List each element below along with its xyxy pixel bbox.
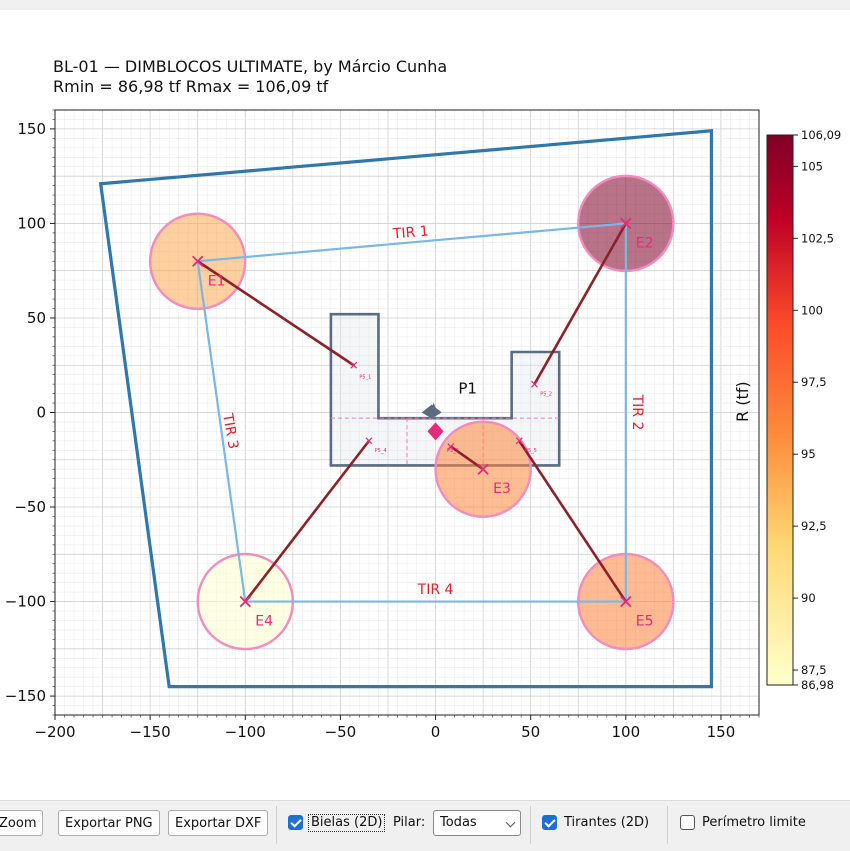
- x-tick-label: 150: [707, 723, 736, 741]
- pile-center-marker: [620, 217, 632, 230]
- pillar-center-marker-tip: [429, 402, 438, 415]
- pile-center-marker: [239, 595, 251, 608]
- x-tick-label: 100: [611, 723, 640, 741]
- strut-node-marker: [447, 443, 455, 450]
- toolbar: Zoom Exportar PNG Exportar DXF Bielas (2…: [0, 800, 850, 851]
- pilar-select-value: Todas: [440, 815, 477, 830]
- grid: [55, 110, 759, 715]
- tie-label: TIR 4: [417, 582, 454, 598]
- strut-node-label: P5_5: [525, 448, 537, 454]
- pile-label: E4: [255, 614, 273, 630]
- toolbar-separator: [667, 806, 668, 844]
- axis-ticks: −200 −150 −100 −50 0 50 100 150 −150 −100 −50 0 50 10…: [5, 109, 760, 741]
- pile-label: E2: [636, 235, 654, 251]
- strut-node-label: P5_2: [540, 391, 552, 397]
- colorbar-tick-label: 86,98: [801, 678, 834, 692]
- x-tick-label: 0: [431, 723, 441, 741]
- tie-line: [197, 222, 626, 263]
- chart-title-line2: Rmin = 86,98 tf Rmax = 106,09 tf: [53, 77, 329, 96]
- tirantes-checkbox[interactable]: [542, 815, 557, 830]
- x-tick-label: −200: [34, 723, 75, 741]
- toolbar-separator: [530, 806, 531, 844]
- perimetro-label[interactable]: Perímetro limite: [702, 815, 806, 830]
- colorbar-tick-label: 102,5: [801, 231, 834, 245]
- strut-node-marker: [365, 437, 373, 445]
- strut-line: [450, 445, 484, 471]
- bielas-label[interactable]: Bielas (2D): [308, 814, 386, 832]
- tie-line: [196, 261, 247, 602]
- pile-center-marker: [477, 463, 489, 475]
- y-tick-label: −50: [14, 498, 46, 516]
- colorbar-tick-label: 97,5: [801, 375, 827, 389]
- y-tick-label: 150: [17, 120, 46, 138]
- pillar-label: P1: [458, 380, 477, 398]
- tie-label: TIR 3: [219, 411, 241, 450]
- tie-label: TIR 1: [391, 223, 429, 242]
- strut-node-label: P5_3: [447, 448, 459, 454]
- resultant-marker: [427, 422, 444, 441]
- plot-area: TIR 1 TIR 2 TIR 3 TIR 4 P5_1 P5_2 P5_4 P5_3 P5_5…: [98, 129, 714, 689]
- tirantes-label[interactable]: Tirantes (2D): [564, 815, 650, 830]
- strut-node-marker: [515, 437, 523, 445]
- perimetro-checkbox[interactable]: [680, 815, 695, 830]
- pile-label: E3: [493, 481, 511, 497]
- colorbar-tick-label: 87,5: [801, 663, 827, 677]
- strut-line: [196, 260, 355, 367]
- pile-center-marker: [620, 595, 632, 608]
- colorbar-tick-label: 92,5: [801, 519, 827, 533]
- block-outline: [98, 129, 714, 689]
- y-tick-label: 50: [27, 309, 46, 327]
- export-dxf-button[interactable]: Exportar DXF: [168, 810, 269, 836]
- colorbar-tick-label: 95: [801, 447, 816, 461]
- strut-node-label: P5_1: [359, 374, 371, 380]
- zoom-button[interactable]: Zoom: [0, 810, 44, 836]
- colorbar-tick-label: 90: [801, 591, 816, 605]
- export-png-button[interactable]: Exportar PNG: [58, 810, 160, 836]
- chart-title-line1: BL-01 — DIMBLOCOS ULTIMATE, by Márcio Cu…: [53, 57, 448, 76]
- colorbar-label: R (tf): [733, 381, 752, 422]
- strut-node-marker: [350, 361, 358, 369]
- strut-line: [244, 440, 370, 603]
- chart-canvas: TIR 1 TIR 2 TIR 3 TIR 4 P5_1 P5_2 P5_4 P5_3 P5_5…: [5, 109, 841, 741]
- strut-node-label: P5_4: [375, 448, 387, 454]
- pilar-label: Pilar:: [393, 815, 426, 830]
- pilar-select[interactable]: Todas: [433, 810, 521, 836]
- chevron-down-icon: [505, 817, 516, 828]
- tie-label: TIR 2: [629, 394, 645, 431]
- colorbar-tick-label: 100: [801, 303, 823, 317]
- pile-center-marker: [192, 255, 204, 267]
- pile-label: E1: [208, 273, 226, 289]
- y-tick-label: 0: [36, 404, 46, 422]
- strut-node-marker: [531, 380, 538, 388]
- y-tick-label: −150: [5, 687, 46, 705]
- y-tick-label: −100: [5, 593, 46, 611]
- y-tick-label: 100: [17, 214, 46, 232]
- strut-line: [518, 440, 627, 603]
- x-tick-label: −100: [225, 723, 266, 741]
- pile-label: E5: [636, 614, 654, 630]
- x-tick-label: −50: [325, 723, 357, 741]
- colorbar-tick-label: 105: [801, 159, 823, 173]
- x-tick-label: 50: [521, 723, 540, 741]
- x-tick-label: −150: [130, 723, 171, 741]
- bielas-checkbox[interactable]: [288, 815, 303, 830]
- colorbar-tick-label: 106,09: [801, 128, 841, 142]
- colorbar-gradient: [766, 134, 794, 686]
- chart-title: BL-01 — DIMBLOCOS ULTIMATE, by Márcio Cu…: [53, 57, 447, 97]
- window-top-strip: [0, 0, 850, 10]
- toolbar-separator: [276, 806, 277, 844]
- strut-line: [533, 222, 627, 385]
